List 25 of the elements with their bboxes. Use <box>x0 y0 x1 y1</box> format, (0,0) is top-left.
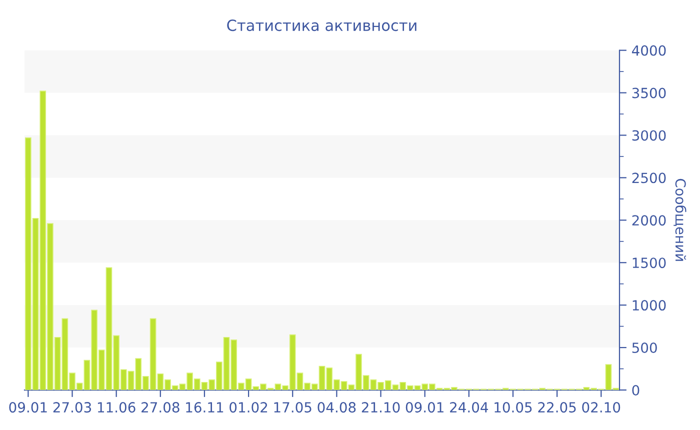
chart-title: Статистика активности <box>227 20 416 32</box>
x-tick-label: 17.05 <box>274 402 312 413</box>
x-tick-label: 16.11 <box>186 402 224 413</box>
y-tick-label: 0 <box>632 384 640 396</box>
y-tick-label: 4000 <box>632 45 666 56</box>
x-tick-label: 11.06 <box>98 402 136 413</box>
x-tick-label: 10.05 <box>494 402 532 413</box>
x-tick-label: 01.02 <box>230 402 268 413</box>
y-tick-label: 3500 <box>632 88 666 98</box>
y-axis-title: Сообщений <box>674 178 686 261</box>
x-tick-label: 09.01 <box>9 402 47 413</box>
y-tick-label: 2500 <box>632 172 666 184</box>
x-tick-label: 21.10 <box>362 402 400 413</box>
x-tick-label: 24.04 <box>450 402 488 413</box>
y-tick-label: 1500 <box>632 258 666 268</box>
x-tick-label: 09.01 <box>406 402 444 413</box>
x-tick-label: 04.08 <box>318 402 356 413</box>
x-tick-label: 27.08 <box>142 402 180 413</box>
y-tick-label: 3000 <box>632 130 666 141</box>
x-tick-label: 27.03 <box>53 402 92 413</box>
y-tick-label: 500 <box>632 342 657 354</box>
x-tick-label: 22.05 <box>538 402 576 413</box>
y-tick-label: 1000 <box>632 300 666 311</box>
x-tick-label: 02.10 <box>582 402 620 413</box>
y-tick-label: 2000 <box>632 215 666 226</box>
